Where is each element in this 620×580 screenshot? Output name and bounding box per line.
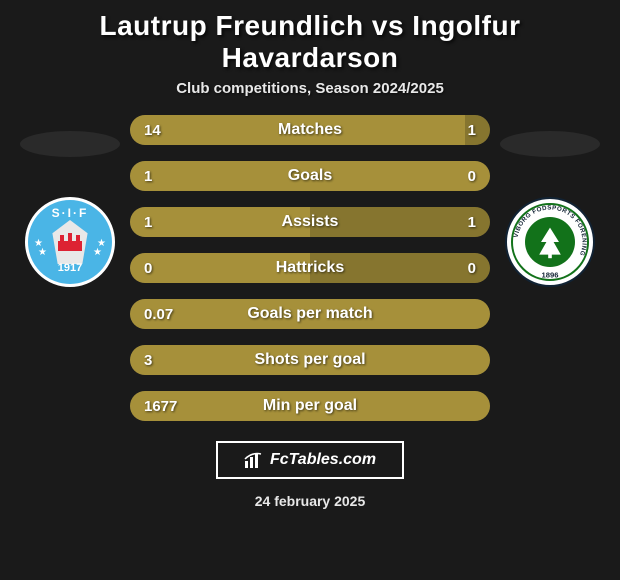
page-title: Lautrup Freundlich vs Ingolfur Havardars… xyxy=(0,0,620,80)
stat-value-right: 1 xyxy=(468,122,476,139)
crest-left-shield xyxy=(48,220,92,264)
crest-right-center xyxy=(525,217,575,267)
stat-bar: Matches14 1 xyxy=(130,115,490,145)
stat-bar: Min per goal1677 xyxy=(130,391,490,421)
crest-left-monogram: S·I·F xyxy=(28,206,112,220)
stat-bar: Hattricks0 0 xyxy=(130,253,490,283)
main-row: S·I·F ★ ★ ★ ★ 1917 M xyxy=(0,115,620,421)
stat-bar: Assists1 1 xyxy=(130,207,490,237)
stat-label: Goals per match xyxy=(130,305,490,323)
subtitle: Club competitions, Season 2024/2025 xyxy=(176,80,444,97)
footer-logo[interactable]: FcTables.com xyxy=(216,441,404,479)
stat-value-right: 1 xyxy=(468,214,476,231)
stat-value-left: 1 xyxy=(144,168,152,185)
left-team-crest: S·I·F ★ ★ ★ ★ 1917 xyxy=(25,197,115,287)
stat-label: Matches xyxy=(130,121,490,139)
footer-logo-text: FcTables.com xyxy=(270,451,376,469)
right-column: VIBORG FODSPORTS FORENING 1896 xyxy=(490,115,610,287)
left-column: S·I·F ★ ★ ★ ★ 1917 xyxy=(10,115,130,287)
stat-value-left: 14 xyxy=(144,122,161,139)
castle-icon xyxy=(56,231,84,253)
stat-value-right: 0 xyxy=(468,168,476,185)
stat-label: Assists xyxy=(130,213,490,231)
stat-bar: Goals1 0 xyxy=(130,161,490,191)
player-shadow-right xyxy=(500,131,600,157)
stats-column: Matches141Goals10Assists11Hattricks00Goa… xyxy=(130,115,490,421)
stat-value-left: 3 xyxy=(144,352,152,369)
stat-label: Hattricks xyxy=(130,259,490,277)
footer-date: 24 february 2025 xyxy=(255,493,366,509)
stat-value-left: 1 xyxy=(144,214,152,231)
stat-value-right: 0 xyxy=(468,260,476,277)
bars-icon xyxy=(244,451,264,469)
stat-value-left: 0.07 xyxy=(144,306,173,323)
stat-value-left: 0 xyxy=(144,260,152,277)
stat-value-left: 1677 xyxy=(144,398,177,415)
comparison-card: Lautrup Freundlich vs Ingolfur Havardars… xyxy=(0,0,620,580)
crest-left-year: 1917 xyxy=(28,262,112,274)
stat-bar: Goals per match0.07 xyxy=(130,299,490,329)
stat-label: Shots per goal xyxy=(130,351,490,369)
right-team-crest: VIBORG FODSPORTS FORENING 1896 xyxy=(505,197,595,287)
player-shadow-left xyxy=(20,131,120,157)
tree-icon xyxy=(532,224,568,260)
stat-bar: Shots per goal3 xyxy=(130,345,490,375)
stat-label: Goals xyxy=(130,167,490,185)
stat-label: Min per goal xyxy=(130,397,490,415)
